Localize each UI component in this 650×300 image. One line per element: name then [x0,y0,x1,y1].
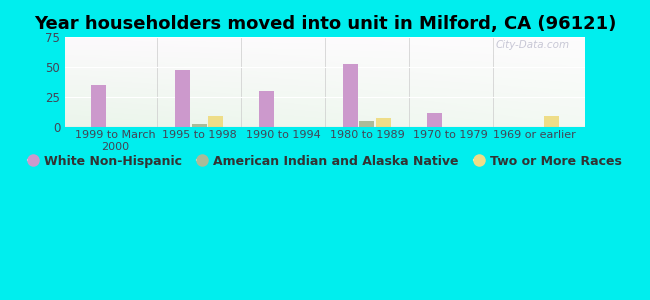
Legend: White Non-Hispanic, American Indian and Alaska Native, Two or More Races: White Non-Hispanic, American Indian and … [23,150,627,173]
Bar [426,113,441,127]
Bar [209,116,224,127]
Bar [543,116,558,127]
Bar [376,118,391,127]
Bar [175,70,190,127]
Bar [92,85,107,127]
Bar [259,91,274,127]
Title: Year householders moved into unit in Milford, CA (96121): Year householders moved into unit in Mil… [34,15,616,33]
Text: City-Data.com: City-Data.com [495,40,569,50]
Bar [343,64,358,127]
Bar [359,121,374,127]
Bar [192,124,207,127]
